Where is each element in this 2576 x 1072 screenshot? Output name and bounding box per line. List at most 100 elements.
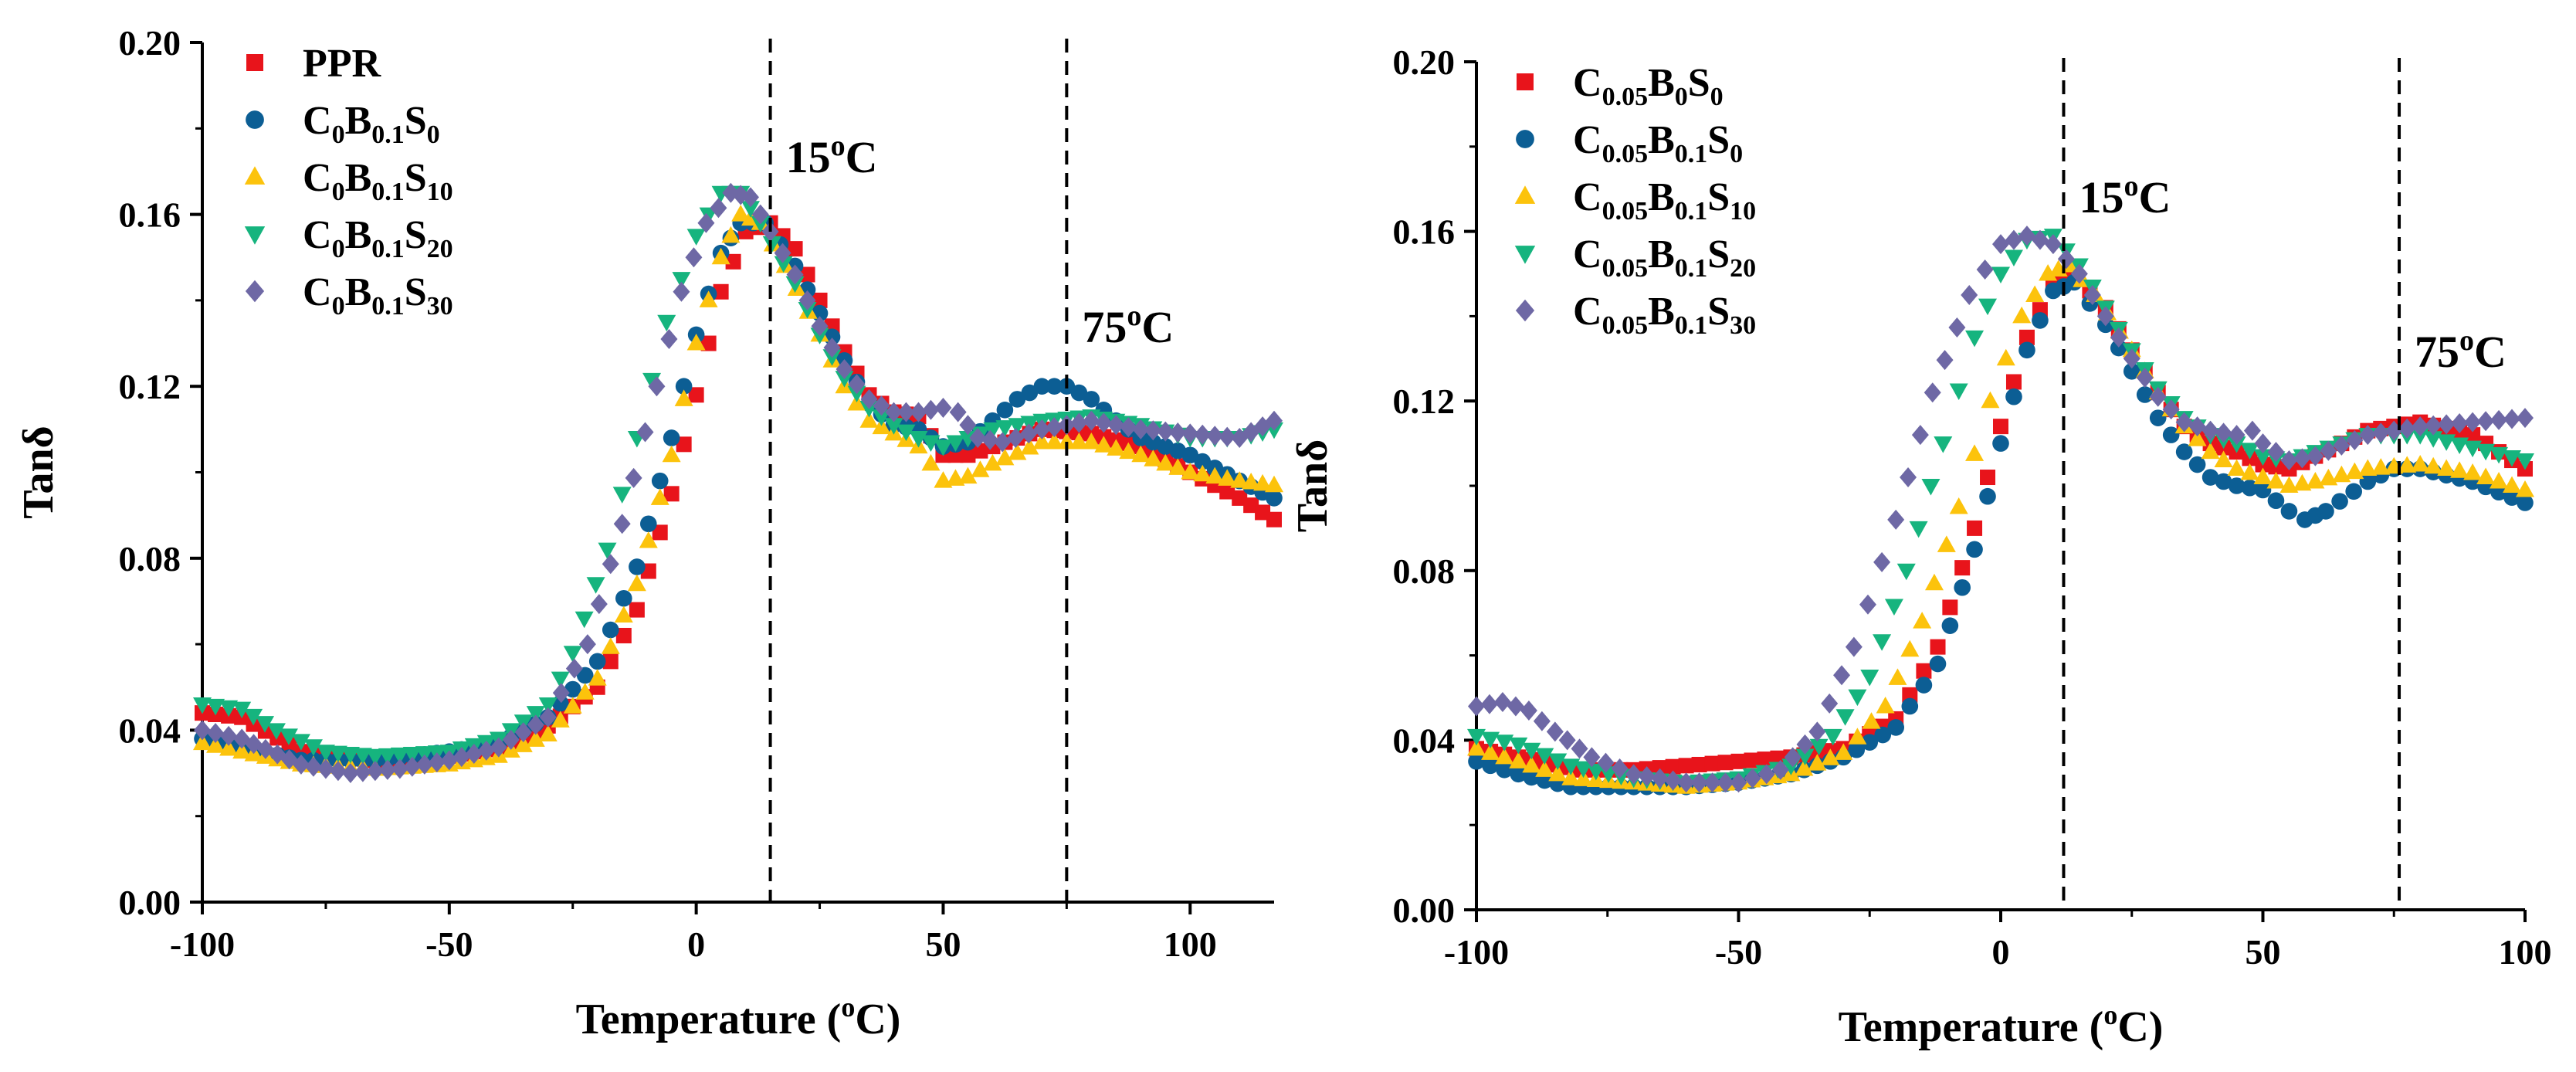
data-point — [2228, 477, 2246, 494]
data-point — [2280, 450, 2298, 471]
data-point — [1913, 612, 1932, 629]
legend-label: C0B0.1S10 — [303, 156, 453, 206]
annotation-label: 15oC — [786, 130, 878, 182]
data-point — [1862, 712, 1881, 729]
data-point — [1808, 721, 1826, 742]
data-point — [206, 736, 225, 753]
data-point — [1757, 751, 1773, 768]
data-point — [2517, 494, 2534, 511]
data-point — [1535, 760, 1554, 777]
data-point — [1548, 753, 1568, 770]
data-point — [391, 758, 408, 779]
data-point — [1911, 425, 1929, 446]
y-tick-label: 0.16 — [119, 195, 181, 235]
data-point — [365, 748, 385, 766]
data-point — [663, 429, 680, 446]
data-point — [1021, 384, 1039, 402]
legend-label: C0.05B0.1S30 — [1573, 290, 1756, 340]
data-point — [1703, 772, 1721, 793]
data-point — [353, 748, 372, 765]
annotation-label: 75oC — [2415, 324, 2507, 377]
data-point — [415, 754, 433, 775]
data-point — [602, 554, 619, 575]
data-point — [1757, 764, 1775, 785]
data-point — [1954, 578, 1971, 596]
series-C0.05B0.1S30 — [1468, 226, 2534, 793]
data-point — [884, 418, 903, 435]
data-point — [1535, 748, 1554, 765]
y-axis-title: Tanδ — [15, 426, 63, 518]
data-point — [1936, 350, 1954, 371]
data-point — [981, 429, 999, 450]
data-point — [657, 314, 676, 332]
y-tick-label: 0.12 — [1393, 382, 1456, 421]
annotation-label: 75oC — [1082, 300, 1174, 352]
data-point — [676, 436, 692, 453]
data-point — [685, 247, 703, 268]
data-point — [1144, 420, 1162, 441]
data-point — [2516, 480, 2534, 497]
data-point — [2039, 264, 2058, 281]
data-point — [1730, 753, 1747, 769]
data-point — [787, 241, 803, 257]
data-point — [2254, 433, 2272, 454]
data-point — [1833, 665, 1851, 686]
data-point — [1924, 382, 1941, 403]
data-point — [1509, 737, 1528, 755]
data-point — [1032, 433, 1052, 449]
data-point — [514, 722, 532, 743]
data-point — [1664, 770, 1682, 791]
data-point — [378, 748, 397, 765]
data-point — [281, 737, 297, 753]
legend-label: C0.05B0.1S20 — [1573, 232, 1756, 283]
data-point — [256, 716, 275, 733]
data-point — [1467, 728, 1486, 746]
data-point — [1495, 734, 1514, 751]
data-point — [1132, 419, 1150, 439]
data-point — [1131, 445, 1151, 463]
data-point — [2503, 489, 2520, 506]
data-point — [1095, 412, 1113, 433]
data-point — [1070, 384, 1088, 402]
data-point — [799, 266, 815, 283]
data-point — [1253, 473, 1273, 491]
data-point — [1181, 463, 1200, 480]
data-point — [2331, 493, 2348, 510]
legend-label: C0B0.1S20 — [303, 213, 453, 263]
data-point — [660, 328, 678, 349]
legend-label: C0.05B0.1S0 — [1573, 118, 1743, 168]
data-point — [1083, 410, 1100, 431]
y-tick-label: 0.04 — [119, 711, 181, 750]
data-point — [2517, 408, 2534, 429]
data-point — [1848, 689, 1867, 707]
data-point — [700, 335, 717, 351]
data-point — [551, 711, 570, 728]
x-tick-label: 100 — [1164, 924, 1217, 964]
data-point — [2004, 249, 2023, 267]
data-point — [1230, 471, 1249, 488]
data-point — [452, 747, 470, 768]
data-point — [1468, 696, 1485, 717]
data-point — [922, 399, 940, 420]
data-point — [673, 281, 690, 302]
data-point — [2201, 442, 2220, 460]
data-point — [713, 283, 729, 300]
data-point — [1888, 668, 1907, 685]
data-point — [1993, 419, 2008, 435]
data-point — [576, 667, 594, 684]
data-point — [697, 212, 715, 233]
data-point — [1845, 636, 1863, 657]
data-point — [2123, 362, 2140, 380]
data-point — [2215, 422, 2232, 443]
data-point — [897, 402, 915, 422]
data-point — [588, 669, 607, 686]
data-point — [1046, 417, 1063, 438]
data-point — [1848, 741, 1866, 758]
data-point — [1902, 687, 1918, 703]
data-point — [2162, 399, 2180, 420]
data-point — [1107, 415, 1125, 436]
data-point — [1509, 751, 1528, 768]
data-point — [2243, 420, 2261, 441]
data-point — [2005, 229, 2022, 250]
data-point — [1860, 670, 1879, 687]
